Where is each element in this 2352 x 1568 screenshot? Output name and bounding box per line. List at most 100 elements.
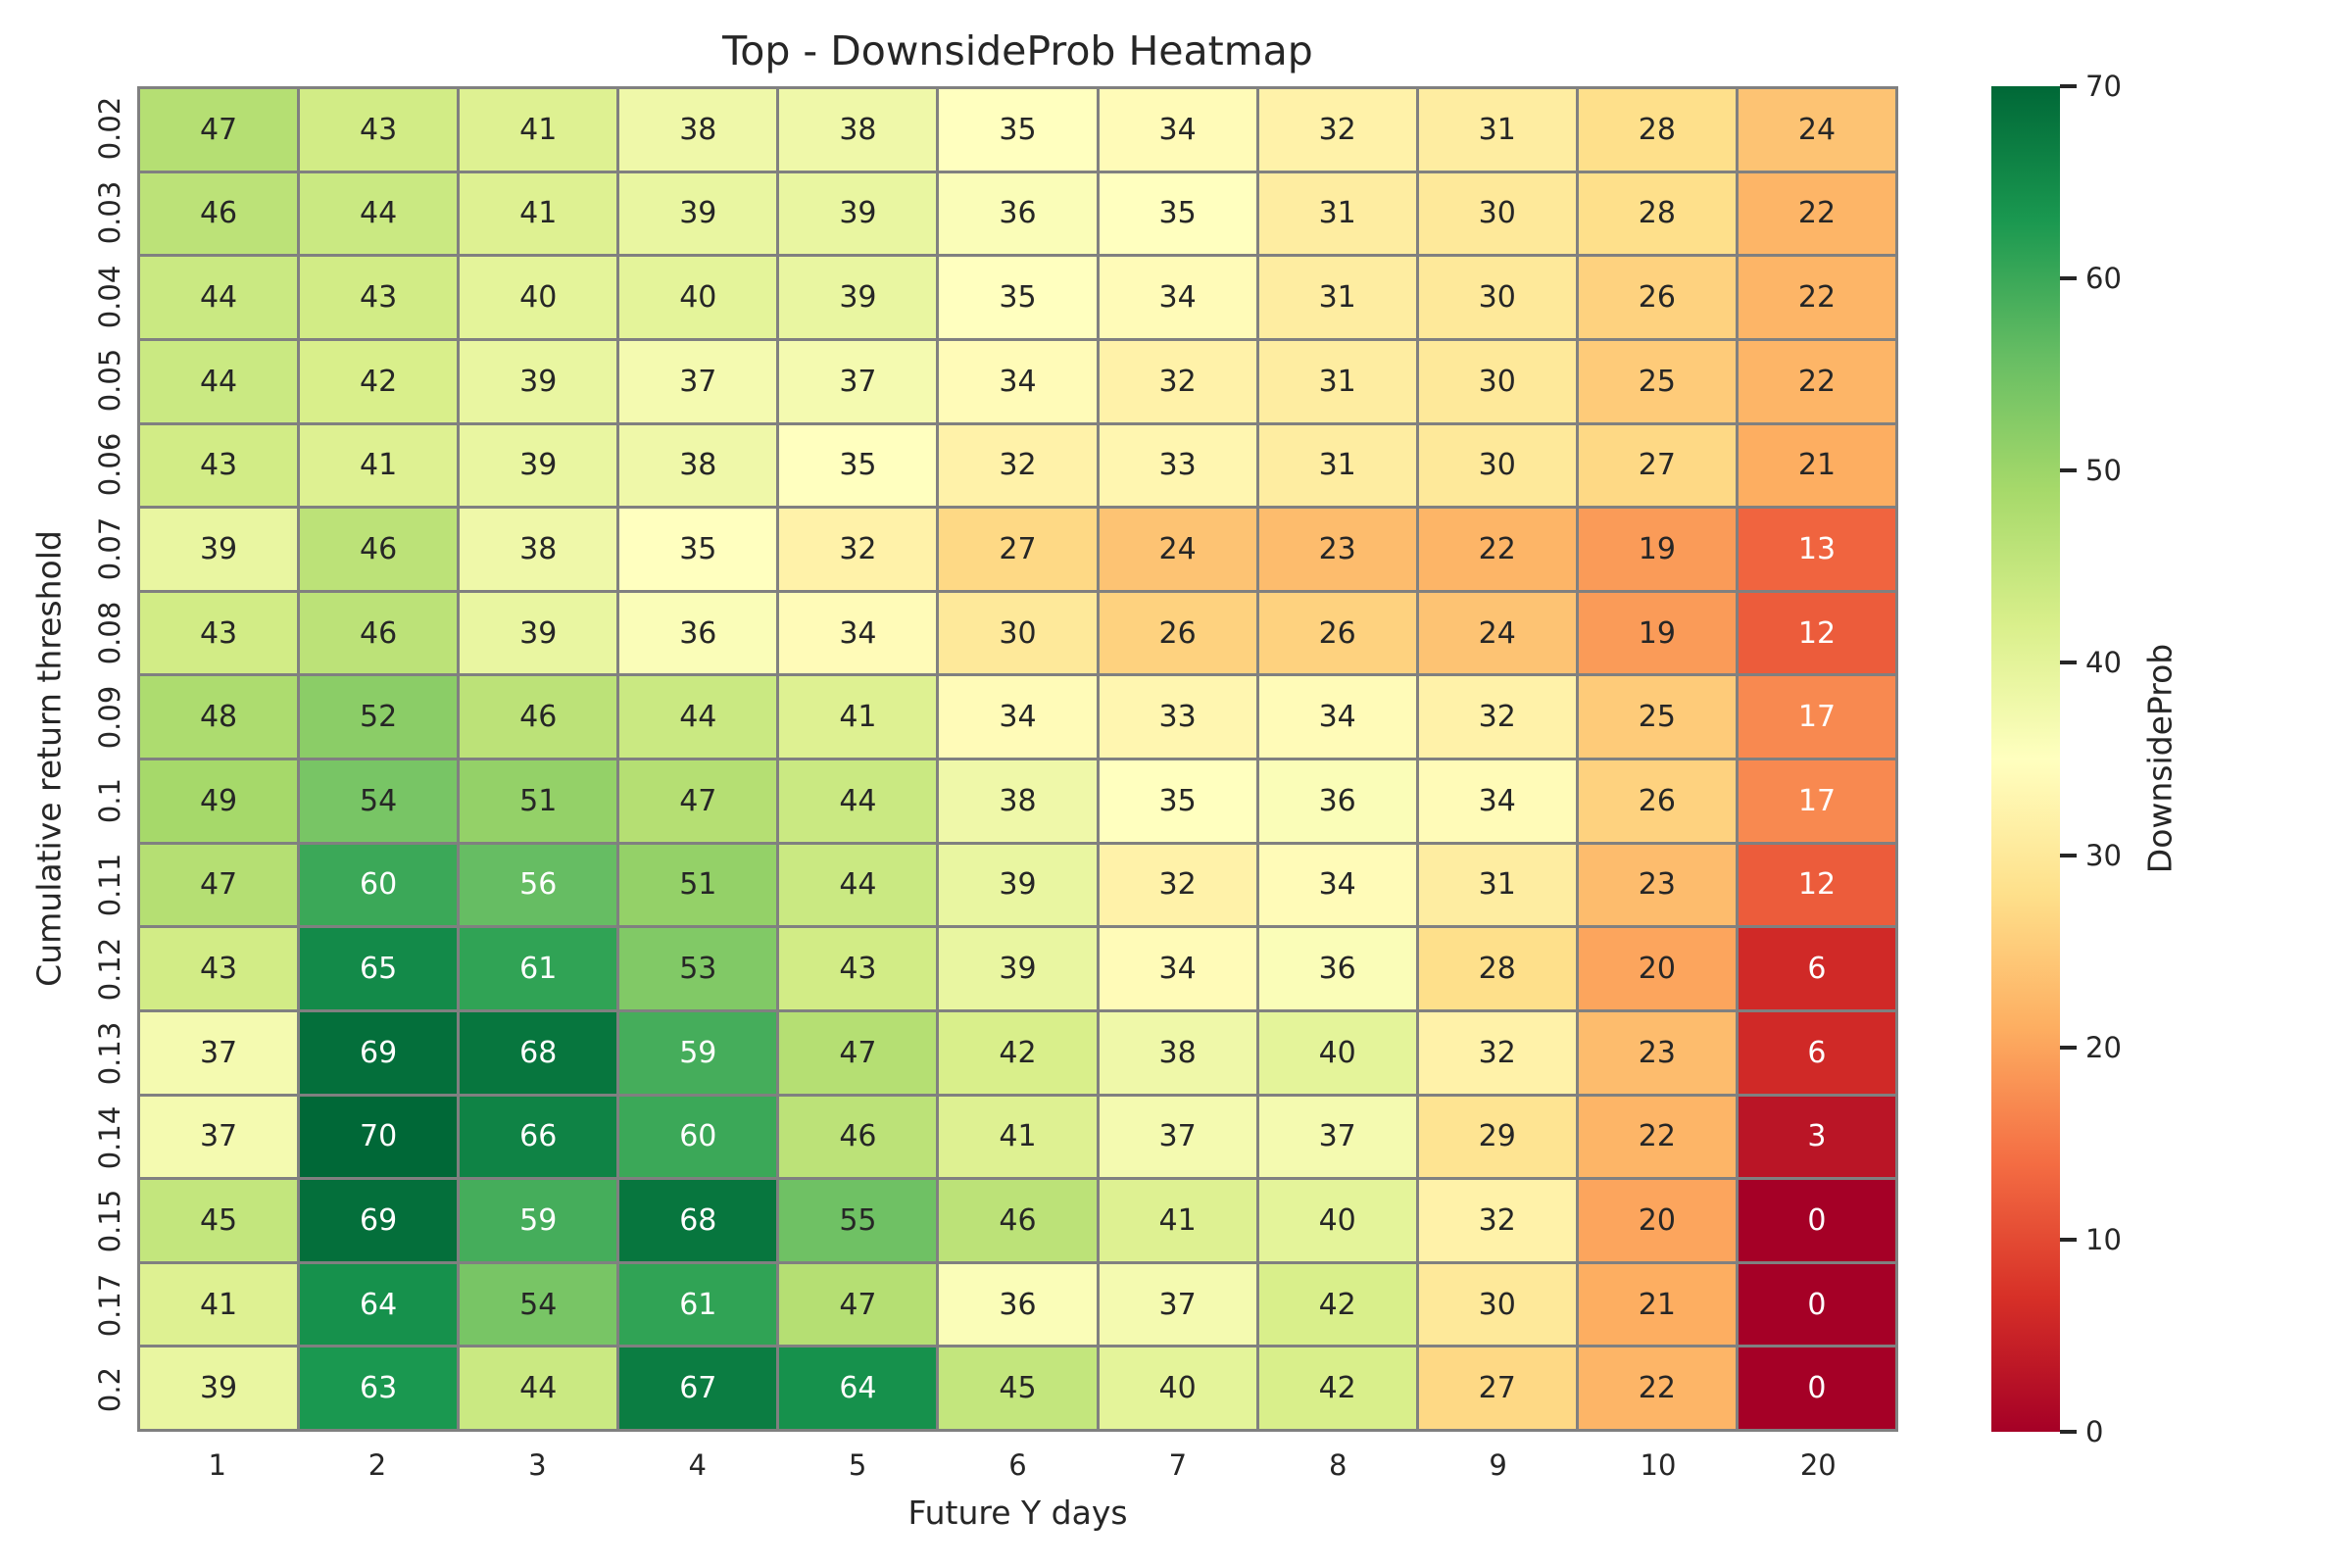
heatmap-cell: 34 (1099, 928, 1256, 1009)
heatmap-cell: 22 (1738, 340, 1895, 422)
heatmap-cell: 46 (939, 1180, 1097, 1261)
heatmap-cell: 48 (140, 676, 298, 758)
heatmap-cell: 59 (460, 1180, 617, 1261)
y-tick-label: 0.04 (93, 265, 126, 328)
heatmap-cell: 39 (779, 172, 937, 255)
heatmap-cell: 31 (1418, 89, 1576, 171)
heatmap-cell: 32 (1258, 89, 1416, 171)
colorbar-tick-label: 0 (2085, 1415, 2104, 1448)
y-axis-label: Cumulative return threshold (29, 530, 69, 987)
y-tick-label: 0.14 (93, 1105, 126, 1169)
heatmap-cell: 68 (619, 1180, 777, 1261)
heatmap-cell: 3 (1738, 1096, 1895, 1178)
heatmap-cell: 19 (1578, 592, 1736, 674)
heatmap-cell: 27 (1418, 1348, 1576, 1429)
x-tick-label: 7 (1168, 1448, 1188, 1482)
heatmap-cell: 37 (140, 1011, 298, 1094)
heatmap-cell: 68 (460, 1011, 617, 1094)
heatmap-cell: 30 (1418, 257, 1576, 338)
heatmap-cell: 44 (619, 676, 777, 758)
heatmap-cell: 36 (939, 1263, 1097, 1346)
y-tick-label: 0.03 (93, 180, 126, 245)
heatmap-cell: 34 (1418, 760, 1576, 842)
heatmap-cell: 43 (779, 928, 937, 1009)
heatmap-cell: 23 (1578, 844, 1736, 926)
x-tick-label: 1 (208, 1448, 226, 1482)
heatmap-cell: 47 (140, 89, 298, 171)
y-tick-label: 0.2 (93, 1367, 126, 1413)
heatmap-cell: 34 (1099, 89, 1256, 171)
x-tick-label: 9 (1489, 1448, 1507, 1482)
heatmap-cell: 35 (619, 509, 777, 590)
heatmap-cell: 30 (1418, 1263, 1576, 1346)
heatmap-cell: 34 (939, 676, 1097, 758)
y-tick-label: 0.13 (93, 1021, 126, 1086)
heatmap-cell: 28 (1578, 172, 1736, 255)
y-tick-label: 0.09 (93, 685, 126, 749)
heatmap-cell: 41 (140, 1263, 298, 1346)
heatmap-cell: 35 (1099, 172, 1256, 255)
heatmap-cell: 37 (619, 340, 777, 422)
heatmap-cell: 22 (1418, 509, 1576, 590)
colorbar-tickmark (2060, 1430, 2077, 1434)
heatmap-cell: 17 (1738, 676, 1895, 758)
heatmap-cell: 38 (939, 760, 1097, 842)
heatmap-cell: 43 (140, 928, 298, 1009)
heatmap-cell: 25 (1578, 340, 1736, 422)
heatmap-cell: 63 (300, 1348, 458, 1429)
heatmap-grid: 47 43 41 38 38 35 34 32 31 28 24 46 44 41 39 39 36 35 31 30… (137, 86, 1898, 1432)
heatmap-cell: 37 (779, 340, 937, 422)
heatmap-cell: 40 (1258, 1180, 1416, 1261)
heatmap-cell: 44 (140, 257, 298, 338)
heatmap-cell: 26 (1578, 760, 1736, 842)
heatmap-cell: 38 (619, 89, 777, 171)
heatmap-cell: 20 (1578, 1180, 1736, 1261)
heatmap-cell: 44 (140, 340, 298, 422)
y-tick-label: 0.02 (93, 96, 126, 161)
y-tick-label: 0.08 (93, 601, 126, 665)
heatmap-cell: 46 (779, 1096, 937, 1178)
heatmap-cell: 31 (1258, 257, 1416, 338)
heatmap-cell: 28 (1418, 928, 1576, 1009)
heatmap-cell: 26 (1099, 592, 1256, 674)
heatmap-cell: 34 (779, 592, 937, 674)
heatmap-cell: 69 (300, 1180, 458, 1261)
heatmap-cell: 20 (1578, 928, 1736, 1009)
heatmap-cell: 43 (140, 592, 298, 674)
heatmap-cell: 42 (939, 1011, 1097, 1094)
heatmap-cell: 53 (619, 928, 777, 1009)
heatmap-cell: 47 (140, 844, 298, 926)
heatmap-cell: 22 (1738, 172, 1895, 255)
heatmap-cell: 33 (1099, 676, 1256, 758)
heatmap-cell: 39 (939, 928, 1097, 1009)
colorbar-tick-label: 60 (2085, 262, 2122, 296)
heatmap-cell: 31 (1418, 844, 1576, 926)
heatmap-cell: 56 (460, 844, 617, 926)
colorbar-tickmark (2060, 84, 2077, 88)
heatmap-cell: 60 (300, 844, 458, 926)
heatmap-cell: 47 (779, 1263, 937, 1346)
heatmap-cell: 26 (1258, 592, 1416, 674)
heatmap-cell: 44 (779, 760, 937, 842)
heatmap-cell: 41 (460, 172, 617, 255)
heatmap-cell: 32 (1418, 1180, 1576, 1261)
heatmap-cell: 43 (300, 257, 458, 338)
heatmap-cell: 47 (619, 760, 777, 842)
heatmap-cell: 36 (1258, 760, 1416, 842)
heatmap-cell: 51 (619, 844, 777, 926)
heatmap-cell: 0 (1738, 1180, 1895, 1261)
heatmap-cell: 35 (939, 89, 1097, 171)
heatmap-cell: 43 (140, 424, 298, 507)
colorbar-tickmark (2060, 276, 2077, 281)
colorbar-label: DownsideProb (2140, 643, 2180, 874)
heatmap-cell: 44 (460, 1348, 617, 1429)
heatmap-cell: 23 (1258, 509, 1416, 590)
heatmap-cell: 37 (1099, 1096, 1256, 1178)
heatmap-cell: 43 (300, 89, 458, 171)
heatmap-cell: 33 (1099, 424, 1256, 507)
colorbar-tickmark (2060, 1045, 2077, 1050)
heatmap-cell: 69 (300, 1011, 458, 1094)
heatmap-cell: 24 (1738, 89, 1895, 171)
heatmap-cell: 39 (460, 592, 617, 674)
heatmap-cell: 21 (1578, 1263, 1736, 1346)
